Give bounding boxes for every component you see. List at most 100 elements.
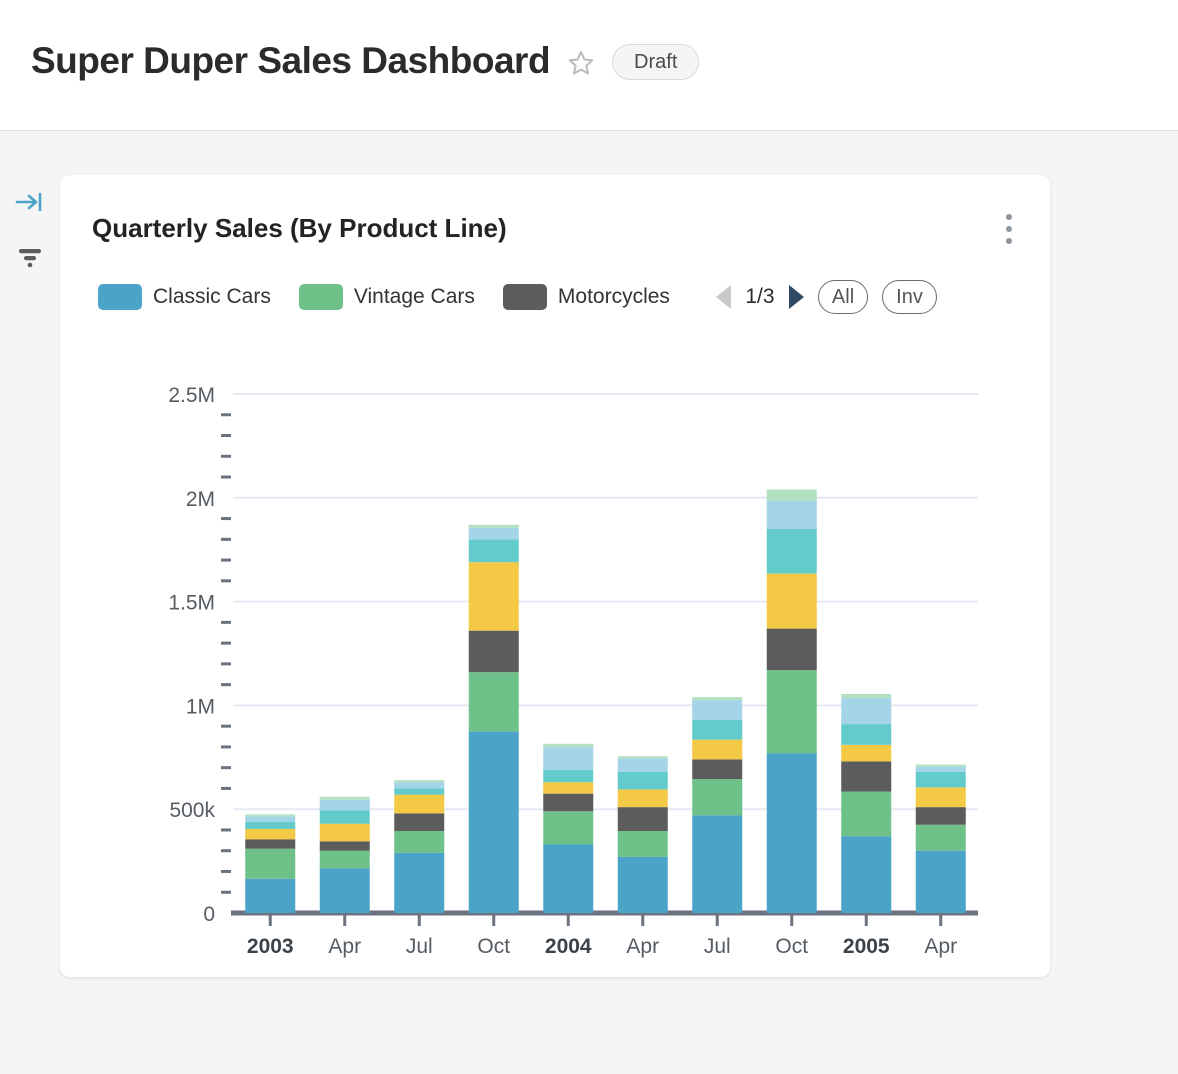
bar-segment[interactable] xyxy=(394,782,445,789)
filter-button[interactable] xyxy=(12,241,48,277)
bar-segment[interactable] xyxy=(841,724,892,745)
bar-segment[interactable] xyxy=(468,731,519,913)
triangle-right-icon[interactable] xyxy=(788,285,804,309)
bar-segment[interactable] xyxy=(841,744,892,762)
bar-segment[interactable] xyxy=(692,700,743,720)
bar-segment[interactable] xyxy=(915,764,966,767)
bar-segment[interactable] xyxy=(841,693,892,699)
bar-segment[interactable] xyxy=(245,878,296,913)
bar-segment[interactable] xyxy=(915,766,966,772)
bar-segment[interactable] xyxy=(841,761,892,792)
bar-stack[interactable] xyxy=(394,780,445,913)
expand-panel-button[interactable] xyxy=(12,186,48,222)
bar-segment[interactable] xyxy=(245,848,296,879)
bar-segment[interactable] xyxy=(245,828,296,840)
bar-segment[interactable] xyxy=(915,824,966,851)
bar-segment[interactable] xyxy=(915,807,966,825)
bar-segment[interactable] xyxy=(766,528,817,574)
bar-segment[interactable] xyxy=(841,836,892,913)
bar-segment[interactable] xyxy=(692,719,743,740)
bar-segment[interactable] xyxy=(245,821,296,829)
bar-stack[interactable] xyxy=(766,489,817,913)
bar-segment[interactable] xyxy=(915,787,966,808)
bar-segment[interactable] xyxy=(766,670,817,754)
bar-segment[interactable] xyxy=(394,780,445,783)
legend-item-vintage-cars[interactable]: Vintage Cars xyxy=(298,284,475,310)
x-axis-tick-label: Oct xyxy=(775,935,808,958)
bar-segment[interactable] xyxy=(766,628,817,671)
bar-segment[interactable] xyxy=(617,756,668,759)
bar-segment[interactable] xyxy=(692,779,743,816)
bar-segment[interactable] xyxy=(543,811,594,845)
legend-item-motorcycles[interactable]: Motorcycles xyxy=(502,284,670,310)
bar-segment[interactable] xyxy=(617,771,668,790)
bar-segment[interactable] xyxy=(692,815,743,913)
y-axis-tick-label: 2M xyxy=(186,488,215,511)
bar-segment[interactable] xyxy=(394,852,445,913)
bar-segment[interactable] xyxy=(245,814,296,817)
legend-swatch xyxy=(502,284,547,310)
bar-stack[interactable] xyxy=(245,814,296,913)
bar-segment[interactable] xyxy=(319,796,370,800)
bar-stack[interactable] xyxy=(915,764,966,913)
bar-segment[interactable] xyxy=(319,868,370,913)
bar-segment[interactable] xyxy=(394,794,445,814)
legend-item-classic-cars[interactable]: Classic Cars xyxy=(98,284,271,310)
legend-swatch xyxy=(98,284,142,310)
triangle-left-icon[interactable] xyxy=(715,285,731,309)
invert-series-button[interactable]: Inv xyxy=(882,280,937,314)
bar-segment[interactable] xyxy=(468,672,519,732)
bar-segment[interactable] xyxy=(543,769,594,783)
bar-segment[interactable] xyxy=(468,562,519,631)
bar-segment[interactable] xyxy=(543,743,594,747)
bar-stack[interactable] xyxy=(841,693,892,913)
kebab-menu-icon[interactable] xyxy=(996,209,1022,249)
bar-segment[interactable] xyxy=(319,850,370,869)
bar-segment[interactable] xyxy=(394,813,445,831)
bar-stack[interactable] xyxy=(319,796,370,913)
bar-segment[interactable] xyxy=(915,850,966,913)
bar-segment[interactable] xyxy=(766,500,817,529)
x-axis-tick-label: Apr xyxy=(328,935,361,958)
bar-segment[interactable] xyxy=(617,856,668,913)
bar-stack[interactable] xyxy=(692,697,743,913)
bar-segment[interactable] xyxy=(468,527,519,540)
bar-segment[interactable] xyxy=(319,799,370,811)
bar-stack[interactable] xyxy=(617,756,668,913)
bar-segment[interactable] xyxy=(543,844,594,913)
bar-stack[interactable] xyxy=(543,743,594,913)
bar-segment[interactable] xyxy=(766,573,817,629)
bar-segment[interactable] xyxy=(617,789,668,808)
page-header: Super Duper Sales Dashboard Draft xyxy=(0,0,1178,131)
bar-segment[interactable] xyxy=(543,793,594,812)
bar-segment[interactable] xyxy=(841,791,892,837)
legend-label: Vintage Cars xyxy=(353,285,475,308)
bar-segment[interactable] xyxy=(394,788,445,795)
bar-segment[interactable] xyxy=(468,524,519,528)
kebab-dot xyxy=(1006,214,1012,220)
bar-segment[interactable] xyxy=(841,698,892,725)
kebab-dot xyxy=(1006,226,1012,232)
bar-segment[interactable] xyxy=(319,841,370,851)
bar-segment[interactable] xyxy=(915,771,966,788)
bar-segment[interactable] xyxy=(766,753,817,913)
bar-segment[interactable] xyxy=(468,539,519,563)
bar-segment[interactable] xyxy=(319,810,370,824)
select-all-series-button[interactable]: All xyxy=(817,280,869,314)
bar-segment[interactable] xyxy=(543,746,594,770)
bar-segment[interactable] xyxy=(692,697,743,701)
bar-segment[interactable] xyxy=(245,816,296,822)
bar-segment[interactable] xyxy=(692,759,743,780)
bar-segment[interactable] xyxy=(692,739,743,760)
bar-segment[interactable] xyxy=(394,830,445,853)
bar-segment[interactable] xyxy=(319,823,370,842)
star-icon[interactable] xyxy=(567,45,595,77)
bar-stack[interactable] xyxy=(468,524,519,913)
bar-segment[interactable] xyxy=(766,489,817,501)
bar-segment[interactable] xyxy=(245,839,296,849)
bar-segment[interactable] xyxy=(617,830,668,857)
bar-segment[interactable] xyxy=(617,758,668,772)
bar-segment[interactable] xyxy=(468,630,519,673)
bar-segment[interactable] xyxy=(543,782,594,794)
bar-segment[interactable] xyxy=(617,807,668,831)
